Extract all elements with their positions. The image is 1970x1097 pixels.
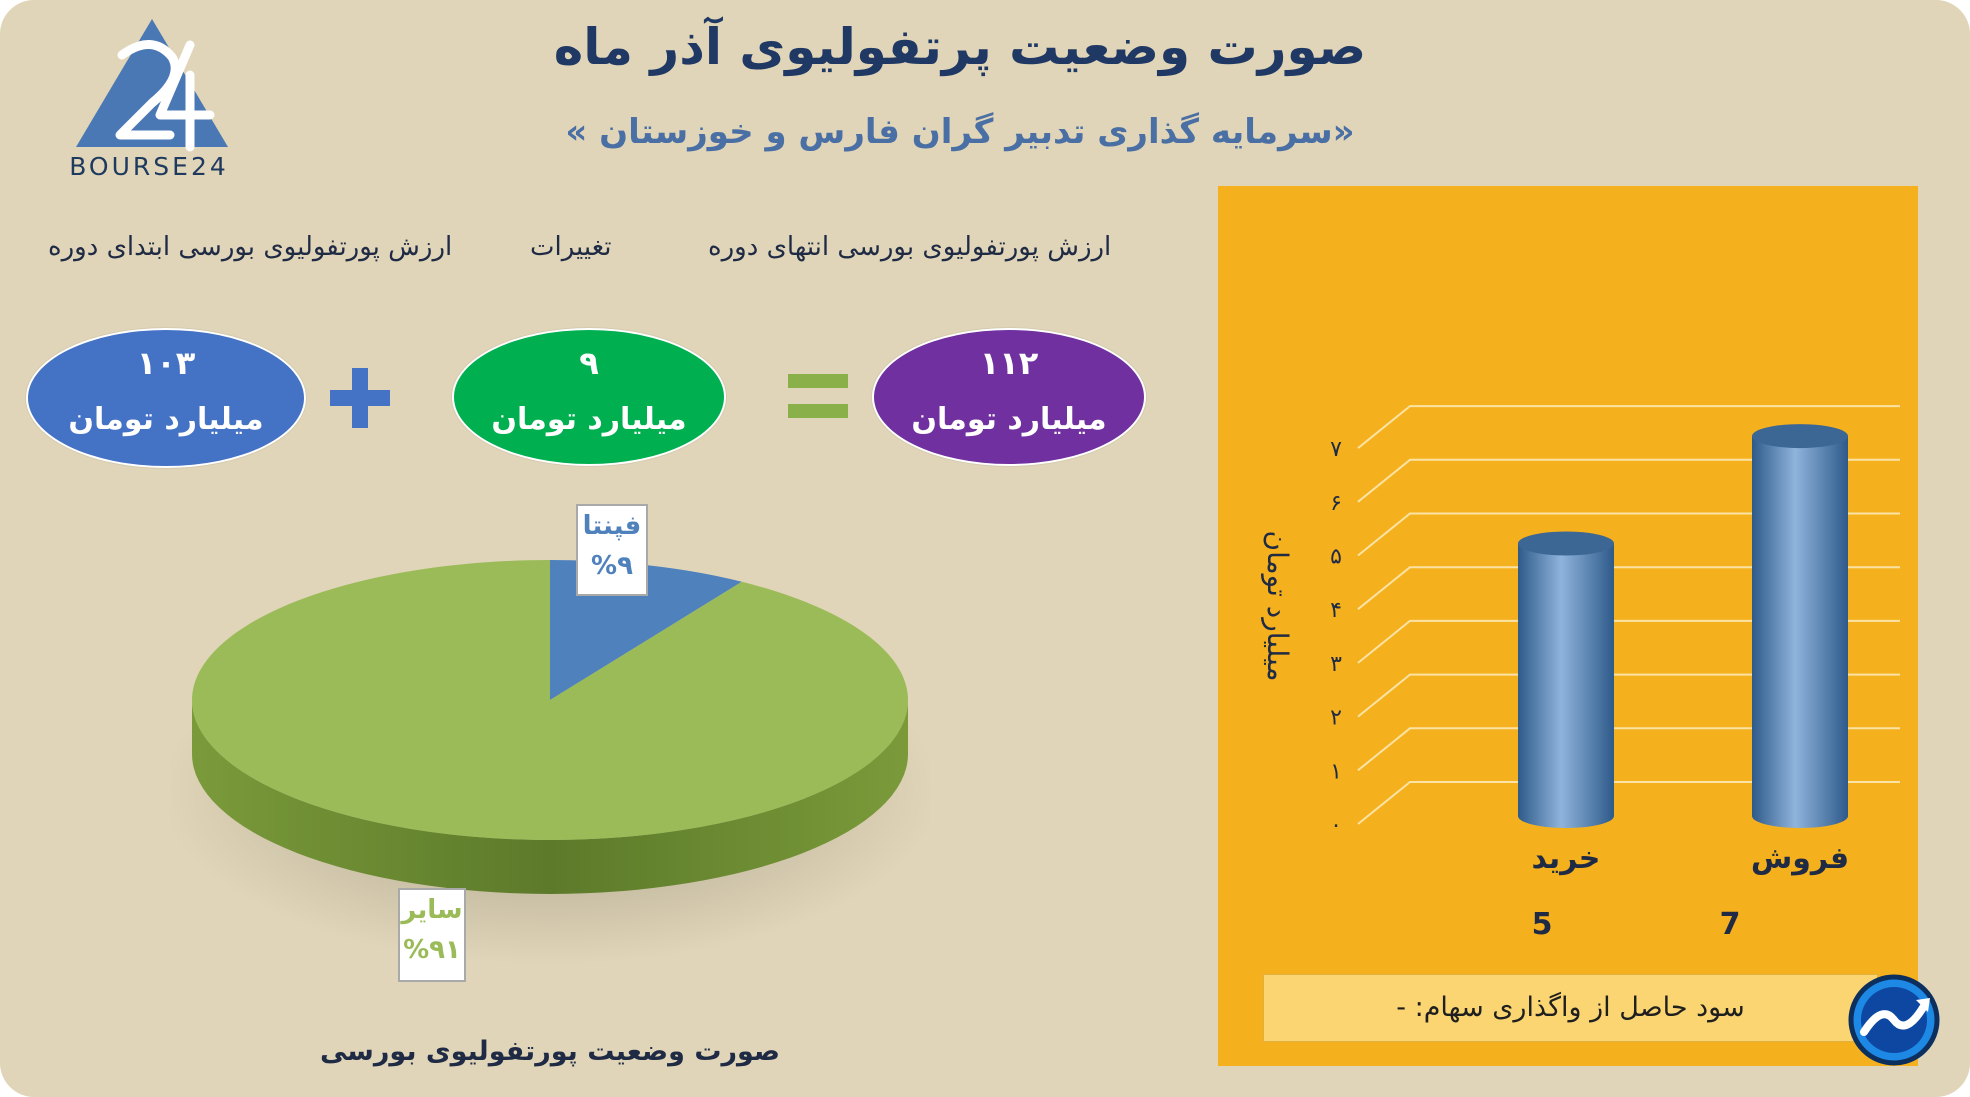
- change-label: تغییرات: [530, 232, 612, 262]
- bar-y-tick: ۲: [1330, 706, 1342, 731]
- bar-gridline: [1357, 458, 1900, 503]
- equals-icon: [788, 374, 848, 418]
- bar-top-1: [1518, 531, 1614, 556]
- bar-category-label: خرید: [1532, 841, 1601, 876]
- pie-slice-1: [192, 560, 909, 840]
- page-subtitle: «سرمایه گذاری تدبیر گران فارس و خوزستان …: [565, 112, 1355, 152]
- start-value-number: ۱۰۳: [136, 344, 196, 382]
- trade-bar-panel: ۰ ۱ ۲ ۳ ۴ ۵ ۶ ۷ خرید 5 فروش 7 میلیارد تومان سود حا…: [1218, 186, 1918, 1066]
- trend-badge-icon: [1848, 974, 1940, 1066]
- bar-gridline: [1357, 619, 1900, 664]
- bar-y-tick: ۷: [1330, 437, 1342, 462]
- change-unit: میلیارد تومان: [491, 402, 687, 437]
- bar-value-label: 5: [1532, 907, 1553, 942]
- pie-label-fpenta: فپنتا %۹: [576, 504, 648, 596]
- pie-label-other-value: %۹۱: [403, 935, 461, 965]
- bar-top-0: [1752, 424, 1848, 449]
- portfolio-pie-chart: [170, 560, 930, 965]
- bar-y-tick: ۶: [1330, 491, 1342, 516]
- change-ellipse: ۹ میلیارد تومان: [452, 328, 726, 466]
- bar-gridline: [1357, 566, 1900, 610]
- bar-value-label: 7: [1720, 907, 1741, 942]
- bar-gridline: [1357, 727, 1900, 772]
- pie-label-fpenta-name: فپنتا: [582, 511, 642, 541]
- end-value-label: ارزش پورتفولیوی بورسی انتهای دوره: [708, 232, 1112, 262]
- trade-bar-chart: ۰ ۱ ۲ ۳ ۴ ۵ ۶ ۷ خرید 5 فروش 7 میلیارد تومان: [1261, 405, 1900, 942]
- profit-box: سود حاصل از واگذاری سهام: -: [1263, 974, 1878, 1042]
- bar-gridline: [1357, 405, 1900, 449]
- bar-category-label: فروش: [1751, 841, 1849, 876]
- bar-y-tick: ۳: [1330, 652, 1342, 677]
- pie-label-other: سایر %۹۱: [398, 888, 466, 982]
- bar-0: [1752, 436, 1848, 828]
- bar-y-tick: ۵: [1330, 545, 1342, 570]
- start-value-label: ارزش پورتفولیوی بورسی ابتدای دوره: [48, 232, 453, 262]
- change-number: ۹: [579, 344, 599, 382]
- logo-text: BOURSE24: [69, 152, 229, 181]
- pie-label-fpenta-value: %۹: [591, 551, 633, 581]
- pie-caption: صورت وضعیت پورتفولیوی بورسی: [319, 1036, 781, 1067]
- bar-y-tick: ۴: [1330, 598, 1342, 623]
- plus-icon: [330, 368, 390, 428]
- end-value-ellipse: ۱۱۲ میلیارد تومان: [872, 328, 1146, 466]
- bourse24-logo: [76, 19, 228, 152]
- start-value-unit: میلیارد تومان: [68, 402, 264, 437]
- bar-y-axis-title: میلیارد تومان: [1261, 531, 1294, 682]
- end-value-unit: میلیارد تومان: [911, 402, 1107, 437]
- bar-gridline: [1357, 512, 1900, 557]
- bar-y-tick: ۱: [1330, 759, 1342, 784]
- bar-1: [1518, 543, 1614, 828]
- end-value-number: ۱۱۲: [979, 344, 1039, 382]
- bar-y-tick: ۰: [1330, 813, 1342, 838]
- page-title: صورت وضعیت پرتفولیوی آذر ماه: [553, 18, 1367, 76]
- start-value-ellipse: ۱۰۳ میلیارد تومان: [26, 328, 306, 468]
- bar-gridline: [1357, 673, 1900, 718]
- bar-gridline: [1357, 781, 1900, 825]
- pie-label-other-name: سایر: [401, 895, 463, 925]
- pie-side-wall: [192, 700, 908, 894]
